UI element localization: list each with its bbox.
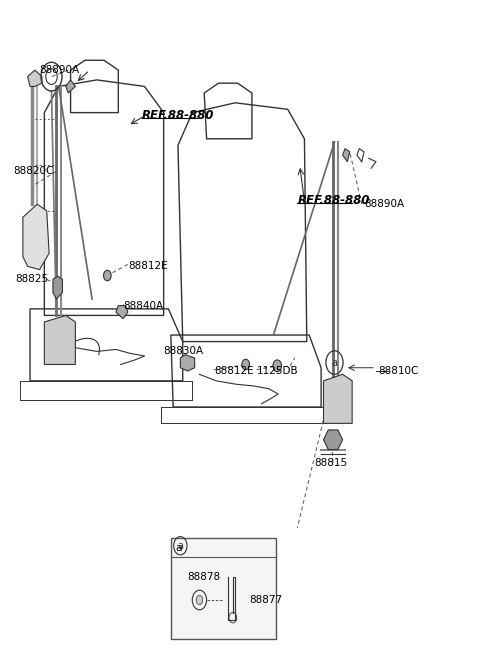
Text: REF.88-880: REF.88-880 [297, 194, 370, 208]
Text: a: a [332, 357, 337, 367]
Text: 88890A: 88890A [364, 199, 404, 209]
Circle shape [242, 359, 250, 370]
Text: 1125DB: 1125DB [257, 366, 299, 376]
Text: REF.88-880: REF.88-880 [142, 109, 215, 122]
Polygon shape [116, 306, 128, 319]
Text: a: a [176, 543, 182, 553]
Text: 88810C: 88810C [378, 366, 419, 376]
Text: 88815: 88815 [314, 458, 347, 468]
Polygon shape [23, 204, 49, 269]
Polygon shape [324, 430, 343, 449]
Text: 88812E: 88812E [214, 366, 253, 376]
Polygon shape [66, 80, 75, 93]
Circle shape [196, 595, 203, 604]
Text: 88878: 88878 [188, 572, 221, 582]
Text: 88840A: 88840A [123, 301, 163, 311]
Polygon shape [180, 355, 195, 371]
Text: a: a [177, 541, 183, 551]
FancyBboxPatch shape [171, 538, 276, 639]
Polygon shape [53, 276, 62, 299]
Text: 88825: 88825 [16, 275, 49, 284]
Polygon shape [28, 70, 42, 87]
Circle shape [273, 360, 281, 372]
Polygon shape [44, 315, 75, 365]
Text: 88820C: 88820C [13, 166, 54, 177]
Text: 88812E: 88812E [128, 261, 168, 271]
Text: 88877: 88877 [250, 595, 283, 605]
Polygon shape [343, 148, 350, 162]
Text: 88830A: 88830A [164, 346, 204, 356]
Circle shape [104, 270, 111, 281]
Polygon shape [324, 374, 352, 423]
Text: 88890A: 88890A [39, 65, 80, 75]
